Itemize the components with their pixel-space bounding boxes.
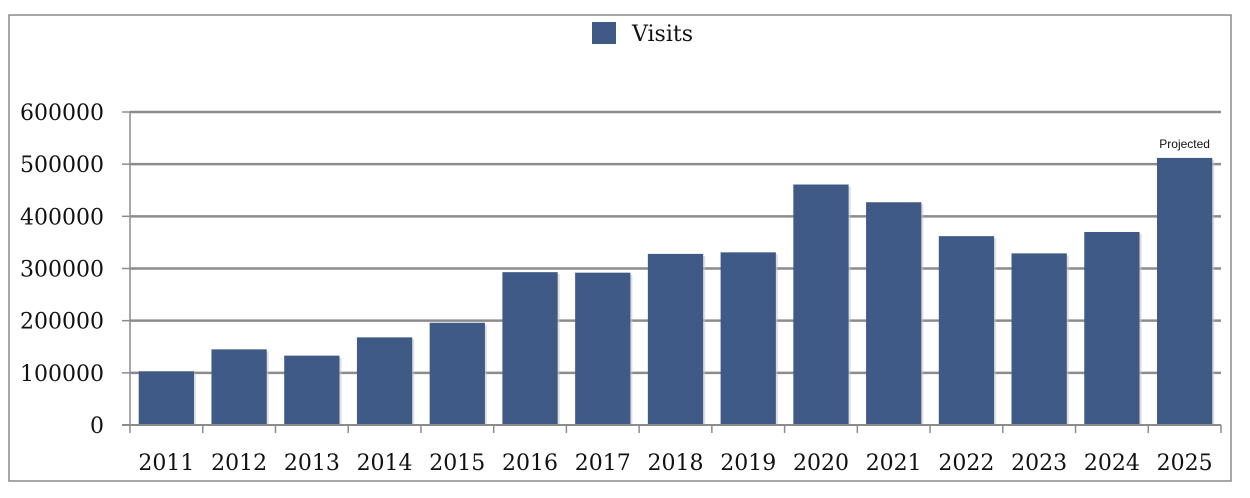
y-tick-label: 100000 [20,362,104,387]
x-tick-label: 2024 [1084,451,1140,476]
y-tick-label: 0 [90,414,104,439]
bar-2013 [284,355,340,425]
legend-label-visits: Visits [631,22,693,47]
bar-2016 [502,272,558,425]
legend-swatch-visits [592,22,616,44]
bar-2017 [575,272,631,425]
bar-2014 [356,337,413,425]
bar-2015 [429,322,485,425]
bar-2025 [1156,157,1213,425]
y-tick-label: 500000 [20,153,104,178]
y-axis: 0 100000 200000 300000 400000 500000 600000 [20,101,131,439]
bar-2019 [720,252,776,425]
bar-2018 [647,253,704,425]
y-tick-label: 200000 [20,310,104,335]
bar-2024 [1084,231,1140,425]
x-axis: 2011 2012 2013 2014 2015 2016 2017 2018 2019 2020… [122,424,1222,476]
bar-2022 [938,236,995,425]
bar-2012 [211,349,267,425]
x-tick-label: 2014 [357,451,413,476]
x-tick-label: 2017 [575,451,631,476]
y-tick-label: 400000 [20,205,104,230]
x-tick-label: 2021 [866,451,922,476]
y-tick-label: 300000 [20,258,104,283]
legend: Visits [592,22,693,47]
x-tick-label: 2016 [502,451,558,476]
annotations: Projected [1159,137,1210,151]
x-tick-label: 2018 [648,451,704,476]
x-tick-label: 2013 [284,451,340,476]
x-tick-label: 2011 [138,451,194,476]
x-tick-label: 2025 [1157,451,1213,476]
x-tick-label: 2019 [720,451,776,476]
bars [138,157,1215,425]
x-tick-label: 2020 [793,451,849,476]
bar-2021 [866,202,922,425]
bar-2020 [793,184,849,425]
x-tick-label: 2015 [429,451,485,476]
bar-2023 [1011,253,1067,425]
annotation-label: Projected [1159,137,1210,151]
x-tick-label: 2022 [938,451,994,476]
x-tick-label: 2012 [211,451,267,476]
y-tick-label: 600000 [20,101,104,126]
bar-2011 [138,371,195,425]
x-tick-label: 2023 [1011,451,1067,476]
